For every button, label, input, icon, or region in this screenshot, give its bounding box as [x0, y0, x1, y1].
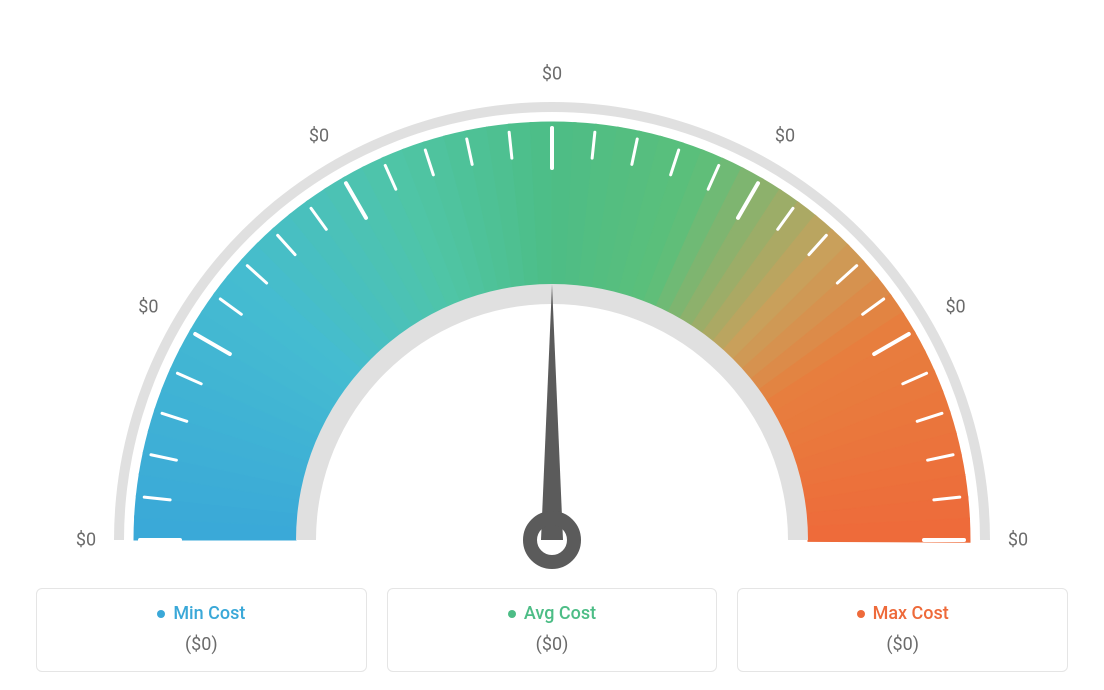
gauge-tick-label: $0 — [309, 126, 329, 147]
legend-card-min: Min Cost ($0) — [36, 588, 367, 673]
legend-dot-icon — [857, 610, 865, 618]
legend-row: Min Cost ($0) Avg Cost ($0) Max Cost ($0) — [0, 588, 1104, 673]
gauge-tick-label: $0 — [542, 64, 562, 85]
gauge-tick-label: $0 — [1008, 530, 1028, 551]
legend-title-avg: Avg Cost — [508, 603, 596, 624]
legend-label: Min Cost — [173, 603, 245, 624]
legend-title-min: Min Cost — [157, 603, 245, 624]
legend-title-max: Max Cost — [857, 603, 949, 624]
gauge-tick-label: $0 — [945, 297, 965, 318]
gauge-needle — [541, 284, 563, 540]
legend-value: ($0) — [49, 634, 354, 655]
gauge-tick-label: $0 — [775, 126, 795, 147]
legend-card-max: Max Cost ($0) — [737, 588, 1068, 673]
gauge-svg — [0, 10, 1104, 570]
legend-label: Max Cost — [873, 603, 949, 624]
legend-dot-icon — [157, 610, 165, 618]
legend-card-avg: Avg Cost ($0) — [387, 588, 718, 673]
legend-label: Avg Cost — [524, 603, 596, 624]
legend-value: ($0) — [400, 634, 705, 655]
gauge-tick-label: $0 — [138, 297, 158, 318]
legend-dot-icon — [508, 610, 516, 618]
legend-value: ($0) — [750, 634, 1055, 655]
gauge-chart: $0 $0 $0 $0 $0 $0 $0 — [0, 0, 1104, 560]
gauge-tick-label: $0 — [76, 530, 96, 551]
